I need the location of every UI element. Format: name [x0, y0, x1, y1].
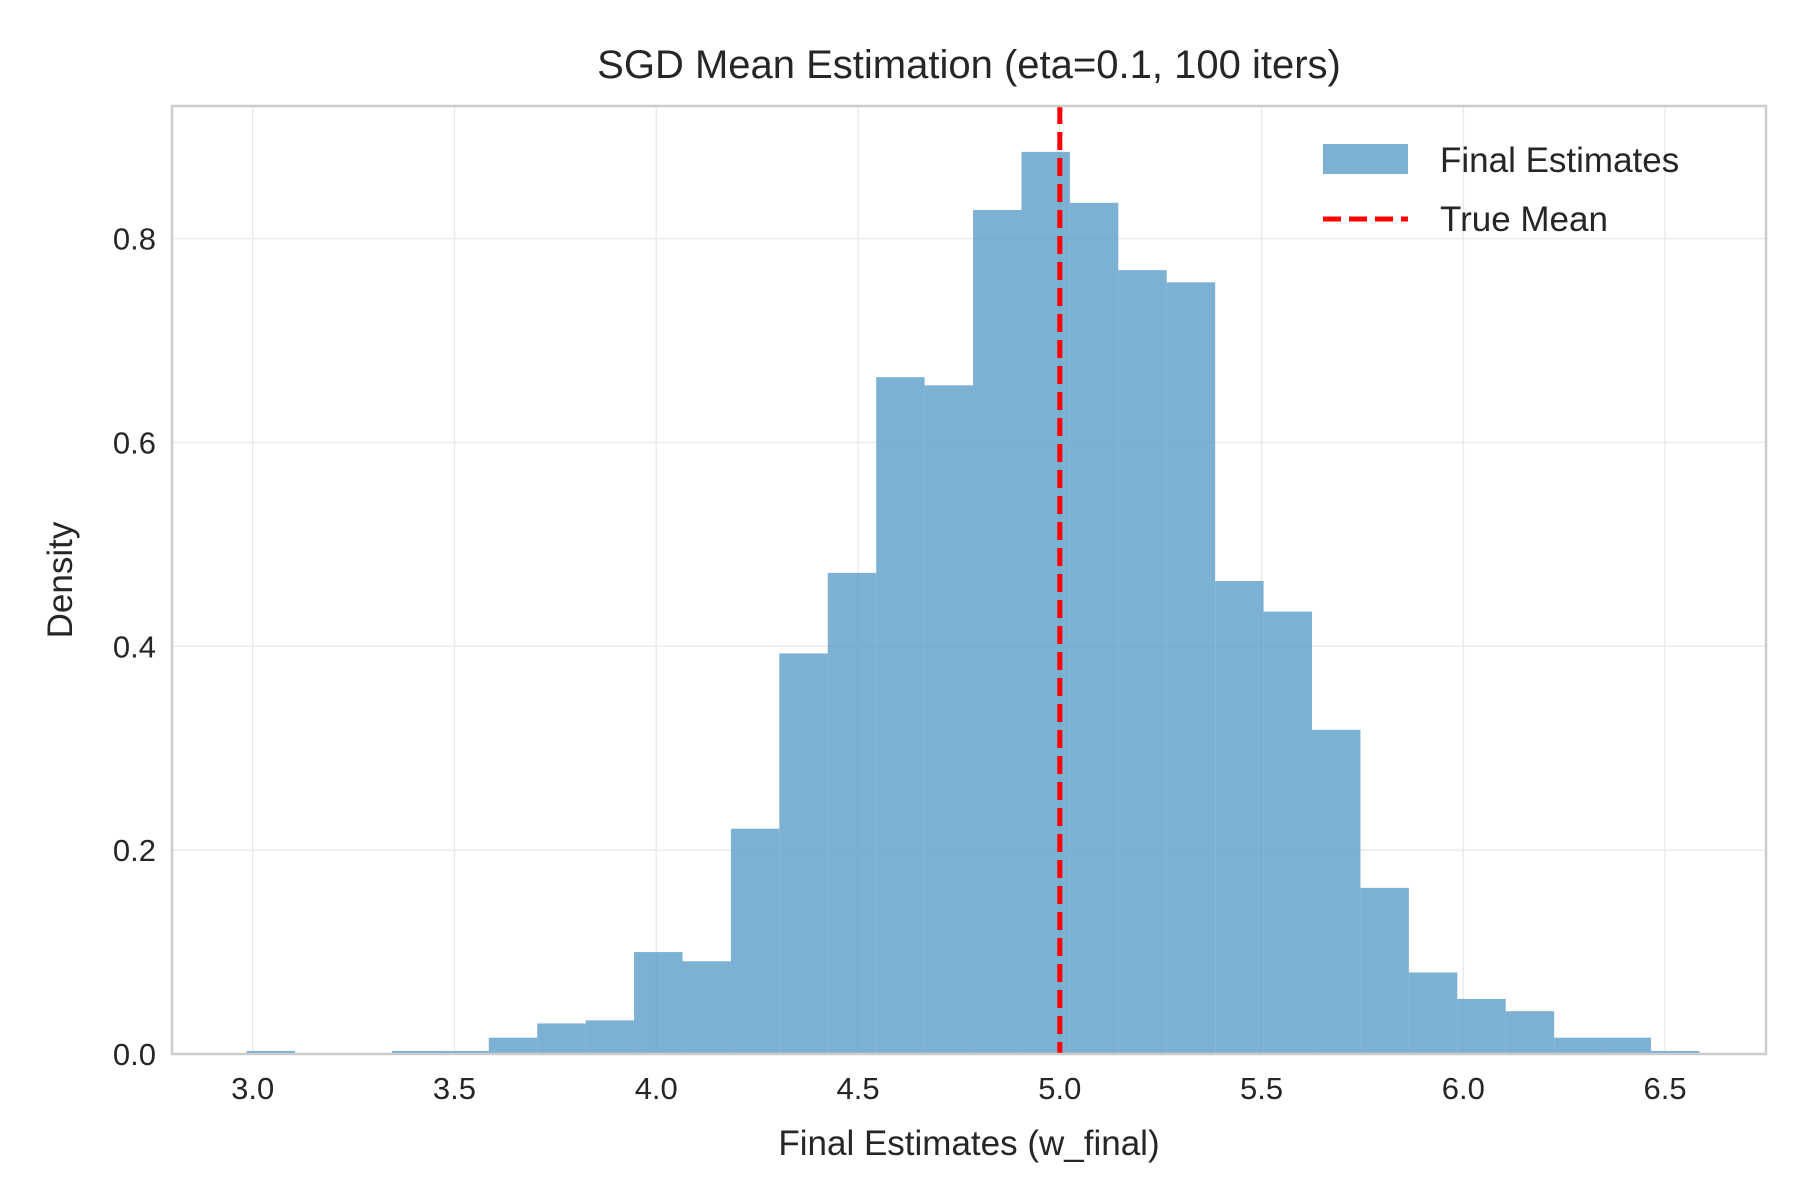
x-axis-ticks: 3.0 3.5 4.0 4.5 5.0 5.5 6.0 6.5: [231, 1071, 1687, 1106]
histogram-bar-16: [1021, 151, 1070, 1054]
legend-swatch-final-estimates: [1323, 144, 1408, 174]
histogram-bar-23: [1360, 887, 1409, 1054]
histogram-bar-29: [1650, 1050, 1700, 1054]
x-tick-label: 4.0: [635, 1071, 678, 1106]
x-tick-label: 5.5: [1240, 1071, 1283, 1106]
histogram-bar-12: [827, 572, 877, 1054]
x-tick-label: 5.0: [1038, 1071, 1081, 1106]
histogram-bar-24: [1408, 972, 1458, 1054]
y-axis-label: Density: [41, 521, 80, 638]
histogram-bar-14: [924, 385, 974, 1054]
y-axis-ticks: 0.0 0.2 0.4 0.6 0.8: [113, 222, 156, 1072]
x-axis-label: Final Estimates (w_final): [778, 1124, 1159, 1163]
y-tick-label: 0.2: [113, 833, 156, 868]
x-tick-label: 6.0: [1442, 1071, 1485, 1106]
histogram-bar-3: [391, 1050, 441, 1054]
x-tick-label: 3.5: [433, 1071, 476, 1106]
histogram-bar-19: [1166, 282, 1216, 1054]
histogram-bar-13: [876, 377, 925, 1054]
histogram-bar-11: [779, 653, 828, 1054]
histogram-bar-22: [1312, 729, 1361, 1054]
plot-frame: [170, 104, 1768, 1056]
histogram-bar-25: [1457, 998, 1506, 1054]
histogram-bar-0: [246, 1050, 296, 1054]
histogram-bars: [246, 151, 1700, 1055]
histogram-bar-10: [730, 828, 780, 1054]
legend-label-final-estimates: Final Estimates: [1440, 141, 1679, 180]
x-tick-label: 6.5: [1644, 1071, 1687, 1106]
histogram-bar-27: [1554, 1037, 1603, 1054]
histogram-bar-15: [973, 209, 1022, 1055]
histogram-bar-28: [1602, 1037, 1651, 1054]
legend: Final Estimates True Mean: [1323, 141, 1679, 239]
x-tick-label: 3.0: [231, 1071, 274, 1106]
x-tick-label: 4.5: [836, 1071, 879, 1106]
y-tick-label: 0.8: [113, 222, 156, 257]
y-tick-label: 0.0: [113, 1037, 156, 1072]
histogram-bar-5: [488, 1037, 538, 1054]
histogram-bar-18: [1118, 270, 1167, 1055]
histogram-bar-9: [682, 961, 731, 1054]
y-tick-label: 0.4: [113, 629, 156, 664]
histogram-bar-6: [537, 1023, 586, 1054]
histogram-bar-17: [1069, 202, 1119, 1054]
legend-label-true-mean: True Mean: [1440, 200, 1608, 239]
histogram-bar-8: [634, 952, 683, 1054]
y-tick-label: 0.6: [113, 425, 156, 460]
histogram-bar-4: [440, 1050, 489, 1054]
histogram-bar-20: [1215, 581, 1264, 1054]
histogram-bar-7: [585, 1020, 635, 1054]
histogram-bar-21: [1263, 611, 1313, 1054]
chart-title: SGD Mean Estimation (eta=0.1, 100 iters): [597, 43, 1341, 87]
histogram-bar-26: [1505, 1011, 1555, 1054]
